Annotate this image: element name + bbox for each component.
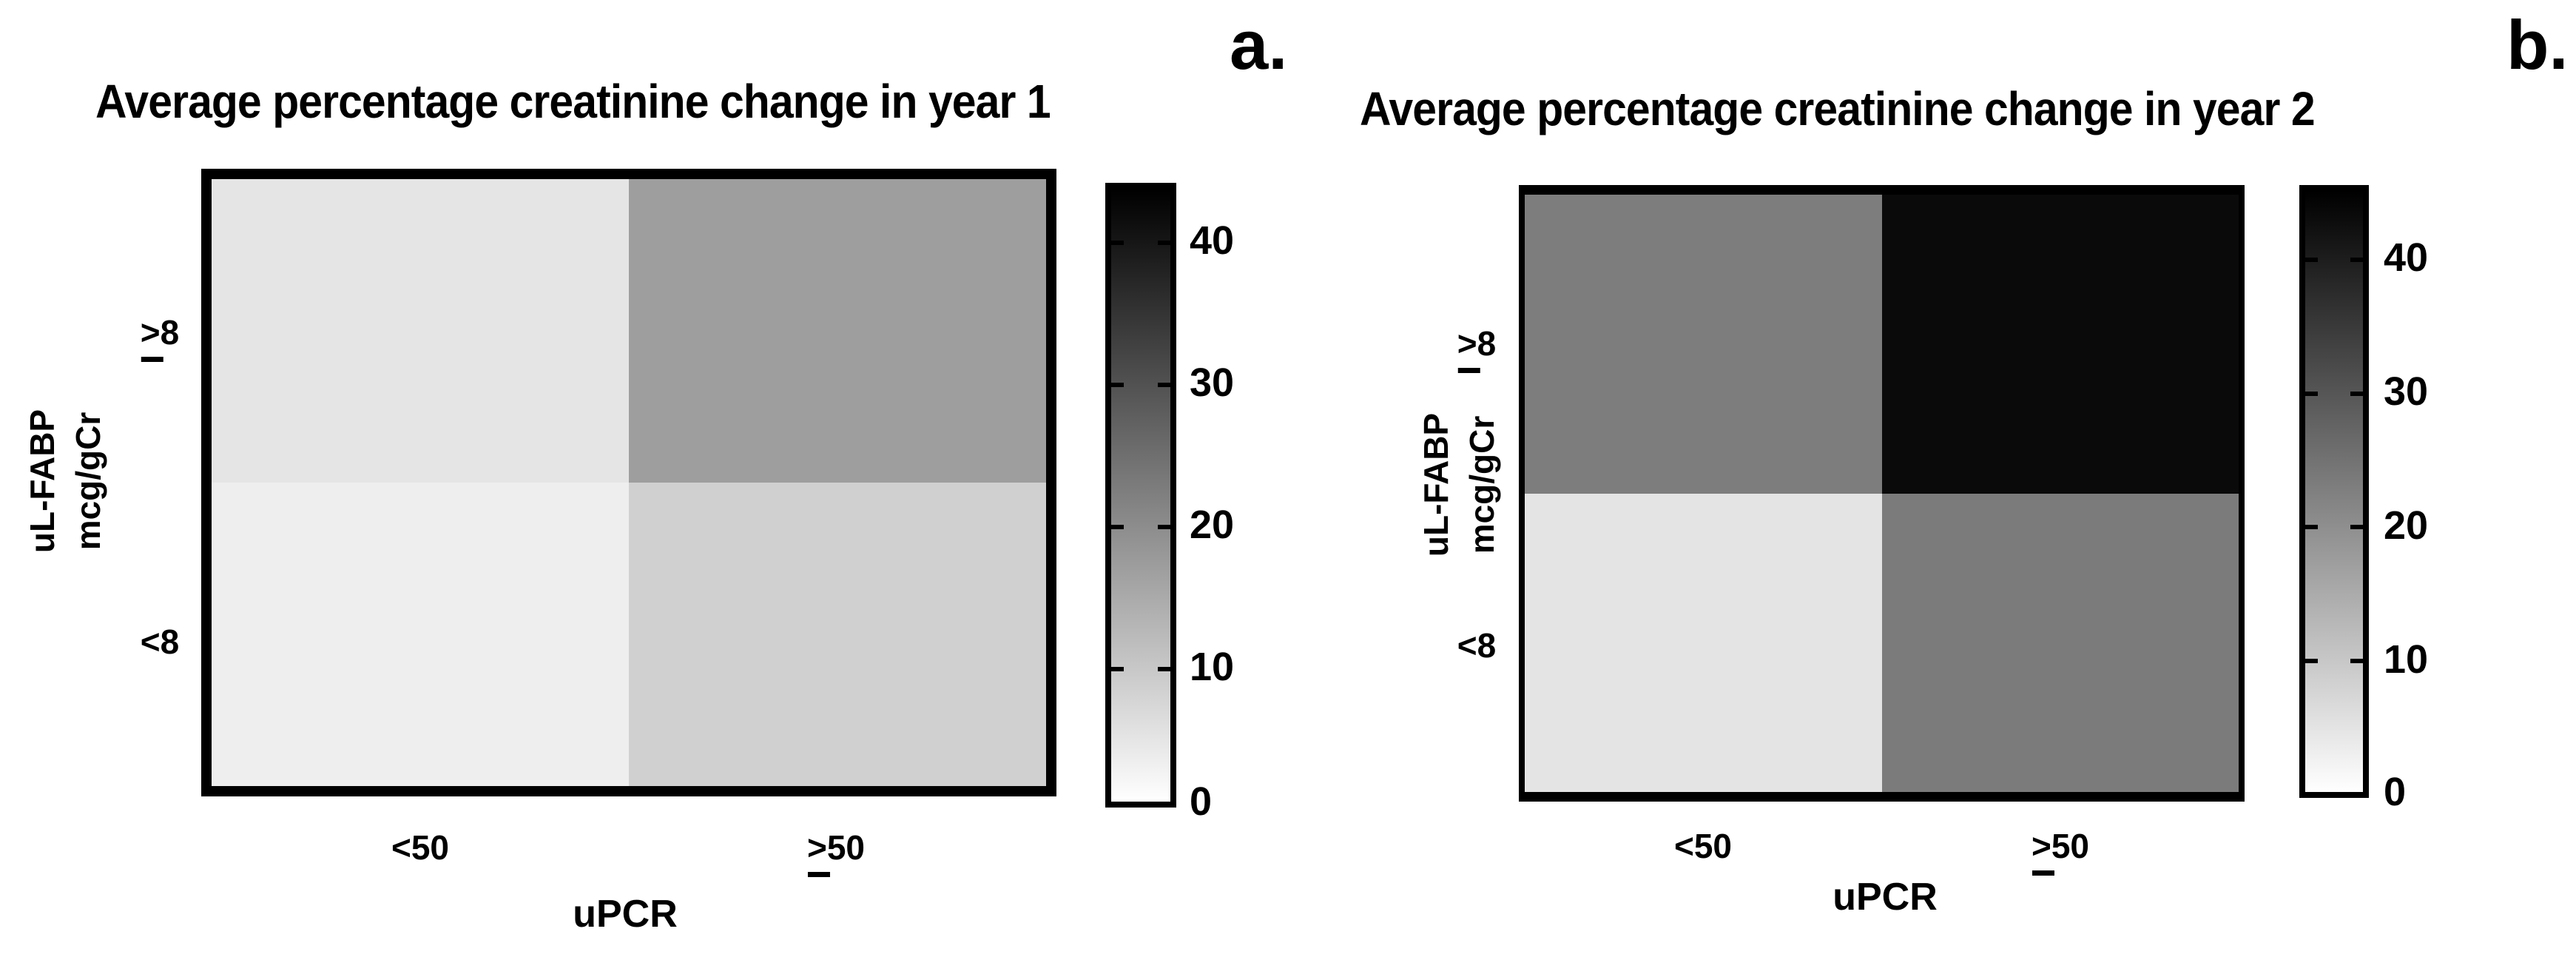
panel-b-xtick-lt50: <50 xyxy=(1674,826,1732,866)
panel-b-y-axis-label-line1: uL-FABP xyxy=(1416,412,1455,557)
colorbar-tick-mark xyxy=(1158,525,1170,529)
panel-a-ytick-geq8: >8 xyxy=(140,312,180,362)
colorbar-tick-mark xyxy=(2305,525,2318,529)
heatmap-cell-a-geq8-geq50 xyxy=(629,179,1046,483)
colorbar-tick-mark xyxy=(2350,258,2363,262)
colorbar-tick-mark xyxy=(2350,659,2363,663)
panel-b-colorbar-label-10: 10 xyxy=(2384,637,2429,682)
heatmap-cell-a-geq8-lt50 xyxy=(212,179,629,483)
colorbar-tick-mark xyxy=(2305,659,2318,663)
panel-a-ytick-lt8: <8 xyxy=(141,622,179,662)
colorbar-tick-mark xyxy=(2350,525,2363,529)
panel-a-title: Average percentage creatinine change in … xyxy=(95,75,1051,128)
panel-b-x-axis-label: uPCR xyxy=(1832,876,1938,919)
xtick-value: 50 xyxy=(1693,827,1733,865)
colorbar-tick-mark xyxy=(2350,392,2363,396)
ytick-value: 8 xyxy=(1477,626,1497,665)
colorbar-tick-mark xyxy=(1158,383,1170,387)
xtick-value: 50 xyxy=(826,828,866,867)
lt-operator: < xyxy=(1673,827,1694,865)
panel-b-y-axis-label-line2: mcg/gCr xyxy=(1463,415,1501,554)
colorbar-tick-mark xyxy=(1111,241,1124,245)
colorbar-gradient xyxy=(2305,191,2363,792)
ytick-value: 8 xyxy=(160,622,180,661)
panel-a-x-axis-label: uPCR xyxy=(573,893,678,936)
panel-a-xtick-geq50: >50 xyxy=(806,828,866,877)
panel-a-corner-label: a. xyxy=(1230,6,1288,84)
lt-operator: < xyxy=(1457,626,1477,665)
panel-b-title: Average percentage creatinine change in … xyxy=(1360,82,2316,135)
panel-a-colorbar-label-30: 30 xyxy=(1190,360,1235,405)
ytick-value: 8 xyxy=(160,313,180,352)
colorbar-tick-mark xyxy=(1158,241,1170,245)
panel-a-colorbar-label-40: 40 xyxy=(1190,218,1235,263)
panel-a-xtick-lt50: <50 xyxy=(391,828,449,867)
panel-a-colorbar xyxy=(1105,183,1176,808)
heatmap-cell-b-geq8-geq50 xyxy=(1881,195,2239,494)
colorbar-tick-mark xyxy=(2305,392,2318,396)
colorbar-gradient xyxy=(1111,189,1170,802)
colorbar-tick-mark xyxy=(1158,667,1170,671)
heatmap-cell-b-lt8-lt50 xyxy=(1525,493,1882,792)
panel-b-colorbar-label-30: 30 xyxy=(2384,369,2429,414)
panel-b-corner-label: b. xyxy=(2506,6,2569,84)
panel-b-colorbar-label-0: 0 xyxy=(2384,770,2407,814)
geq-operator: > xyxy=(140,313,163,362)
panel-b-heatmap xyxy=(1519,185,2245,802)
lt-operator: < xyxy=(140,622,161,661)
panel-a-colorbar-label-20: 20 xyxy=(1190,503,1235,547)
panel-b-colorbar-label-40: 40 xyxy=(2384,235,2429,280)
panel-b-ytick-geq8: >8 xyxy=(1457,323,1497,373)
panel-a-colorbar-label-0: 0 xyxy=(1190,779,1213,824)
colorbar-tick-mark xyxy=(2305,258,2318,262)
panel-a-y-axis-label: uL-FABP mcg/gCr xyxy=(19,409,111,553)
panel-a-colorbar-label-10: 10 xyxy=(1190,645,1235,689)
panel-a-heatmap xyxy=(201,169,1056,796)
xtick-value: 50 xyxy=(411,828,450,867)
colorbar-tick-mark xyxy=(1111,525,1124,529)
xtick-value: 50 xyxy=(2051,827,2090,865)
panel-b-ytick-lt8: <8 xyxy=(1457,625,1496,665)
heatmap-cell-b-lt8-geq50 xyxy=(1881,493,2239,792)
colorbar-tick-mark xyxy=(1111,667,1124,671)
panel-b-colorbar-label-20: 20 xyxy=(2384,503,2429,548)
lt-operator: < xyxy=(391,828,411,867)
colorbar-tick-mark xyxy=(1111,383,1124,387)
geq-operator: > xyxy=(806,828,830,877)
heatmap-cell-a-lt8-lt50 xyxy=(212,483,629,786)
panel-b-xtick-geq50: >50 xyxy=(2031,826,2090,876)
ytick-value: 8 xyxy=(1477,324,1497,363)
geq-operator: > xyxy=(2031,827,2054,876)
panel-b-y-axis-label: uL-FABP mcg/gCr xyxy=(1413,413,1505,557)
heatmap-cell-b-geq8-lt50 xyxy=(1525,195,1882,494)
panel-a-y-axis-label-line2: mcg/gCr xyxy=(69,412,107,551)
heatmap-cell-a-lt8-geq50 xyxy=(629,483,1046,786)
geq-operator: > xyxy=(1457,324,1480,373)
panel-b-colorbar xyxy=(2299,185,2369,798)
panel-a-y-axis-label-line1: uL-FABP xyxy=(22,409,61,554)
